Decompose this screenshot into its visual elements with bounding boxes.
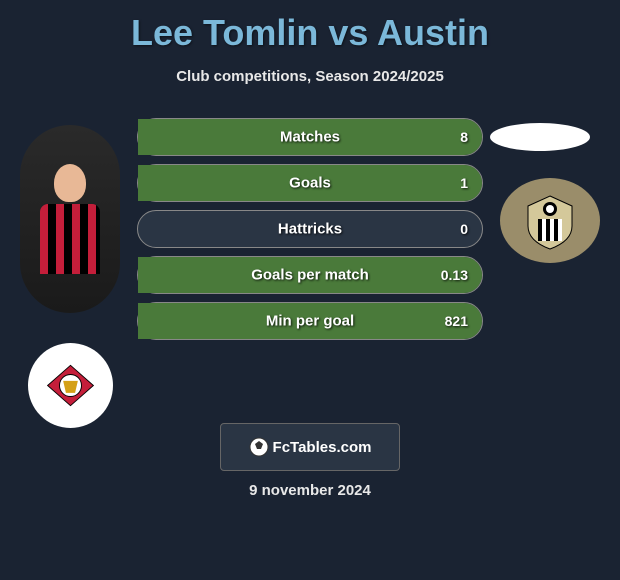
stat-row: Goals per match 0.13 [137, 256, 483, 294]
stat-value-right: 0 [460, 221, 468, 237]
stat-row: Min per goal 821 [137, 302, 483, 340]
club-badge-right [500, 178, 600, 263]
stat-row: Goals 1 [137, 164, 483, 202]
stat-label: Min per goal [266, 313, 354, 330]
footer-brand-box: FcTables.com [220, 423, 400, 471]
player-right-placeholder [490, 123, 590, 151]
stats-container: Matches 8 Goals 1 Hattricks 0 Goals per match 0… [137, 118, 483, 348]
stat-label: Goals [289, 175, 331, 192]
stat-label: Goals per match [251, 267, 369, 284]
stat-value-right: 1 [460, 175, 468, 191]
comparison-title: Lee Tomlin vs Austin [0, 0, 620, 54]
footer-date: 9 november 2024 [249, 482, 371, 499]
stat-value-right: 821 [445, 313, 468, 329]
comparison-subtitle: Club competitions, Season 2024/2025 [0, 68, 620, 85]
stat-value-right: 0.13 [441, 267, 468, 283]
stat-row: Matches 8 [137, 118, 483, 156]
stat-value-right: 8 [460, 129, 468, 145]
stat-label: Matches [280, 129, 340, 146]
player-left-photo [20, 125, 120, 313]
stat-label: Hattricks [278, 221, 342, 238]
stat-row: Hattricks 0 [137, 210, 483, 248]
footer-brand-text: FcTables.com [273, 439, 372, 456]
club-badge-left [28, 343, 113, 428]
soccer-ball-icon [249, 437, 269, 457]
